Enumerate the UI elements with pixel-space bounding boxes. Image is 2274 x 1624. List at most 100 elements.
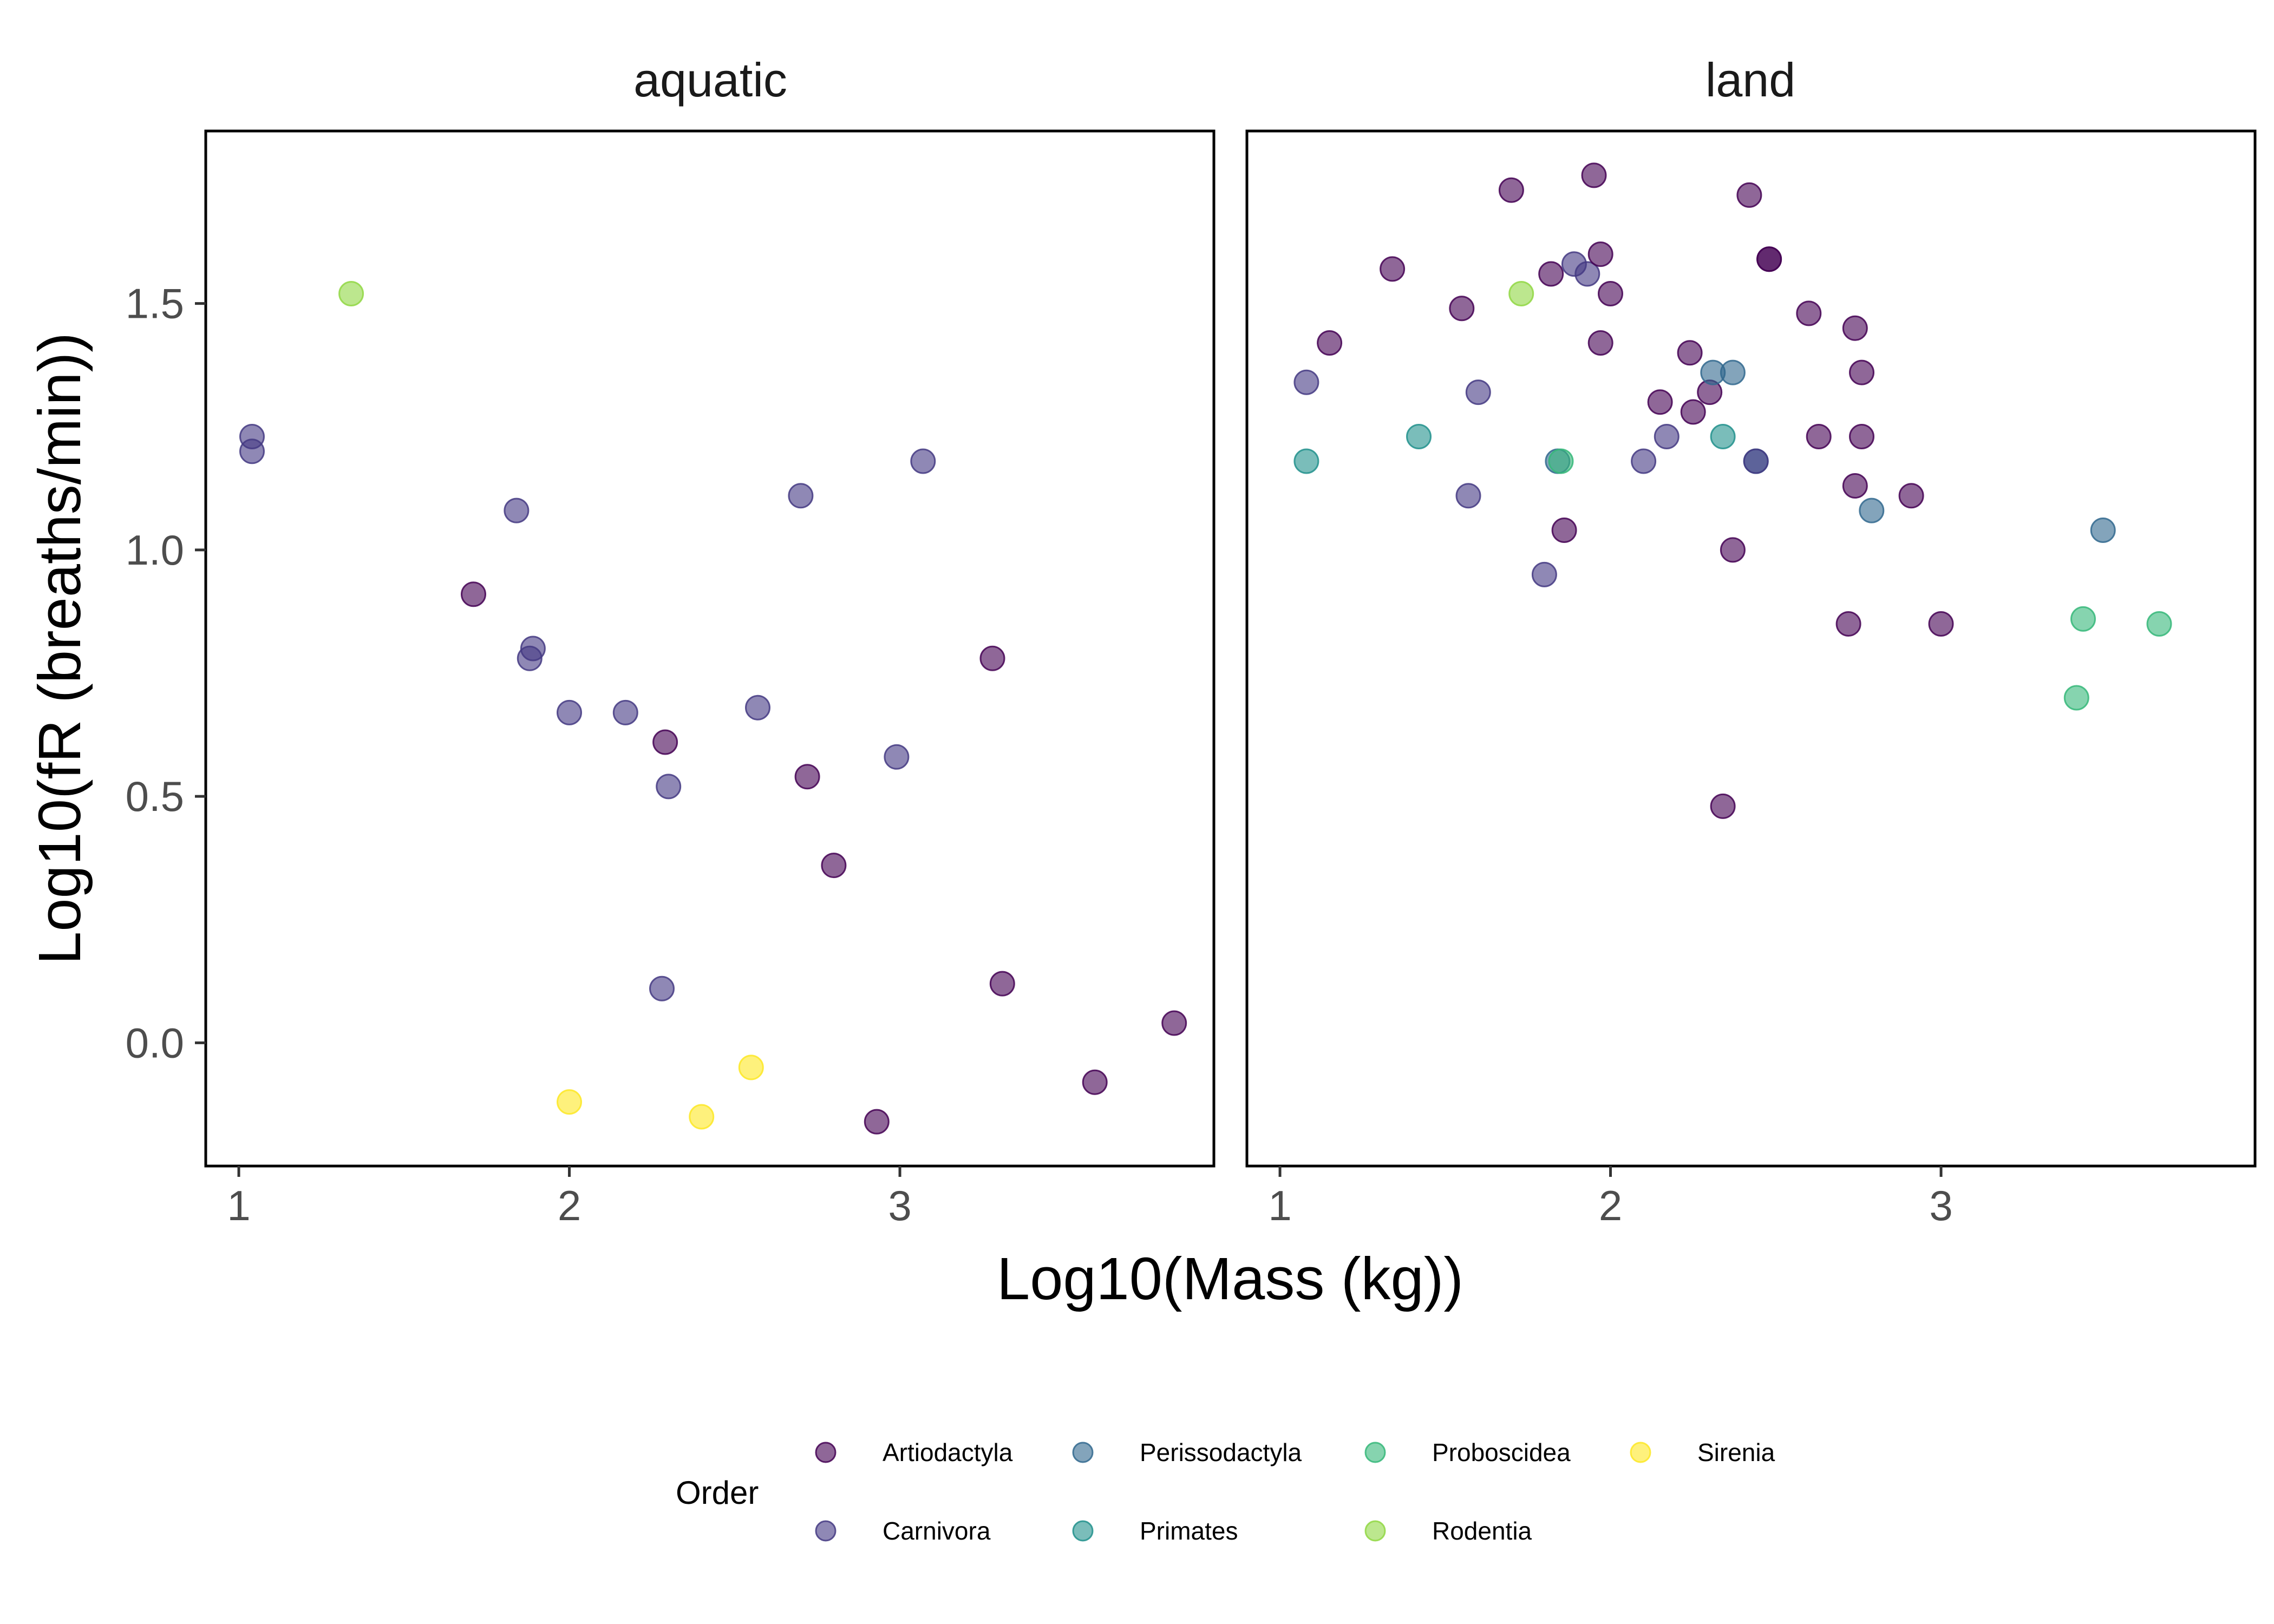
point-land-artiodactyla	[1796, 300, 1822, 326]
point-land-artiodactyla	[1538, 261, 1564, 287]
point-land-primates	[1293, 448, 1319, 474]
point-aquatic-rodentia	[338, 281, 364, 306]
points-land	[1293, 162, 2172, 819]
point-land-artiodactyla	[1598, 281, 1623, 306]
legend-label-primates: Primates	[1140, 1517, 1238, 1545]
panel-frame-aquatic	[204, 129, 1216, 1168]
point-land-artiodactyla	[1842, 473, 1868, 499]
point-land-artiodactyla	[1928, 611, 1954, 637]
legend-label-carnivora: Carnivora	[883, 1517, 991, 1545]
legend-items: Artiodactyla Carnivora Perissodactyla Prima…	[815, 1438, 1775, 1545]
point-land-artiodactyla	[1710, 793, 1736, 819]
point-land-carnivora	[1574, 261, 1600, 287]
point-land-carnivora	[1465, 379, 1491, 405]
point-land-perissodactyla	[2090, 518, 2116, 543]
point-land-artiodactyla	[1498, 177, 1524, 203]
point-aquatic-artiodactyla	[1082, 1069, 1108, 1095]
point-land-artiodactyla	[1587, 241, 1613, 267]
point-aquatic-carnivora	[649, 975, 675, 1001]
point-land-proboscidea	[1548, 448, 1574, 474]
x-axis-title: Log10(Mass (kg))	[997, 1246, 1463, 1312]
x-tick-label: 1	[1268, 1182, 1291, 1229]
point-land-artiodactyla	[1587, 330, 1613, 356]
point-land-artiodactyla	[1647, 389, 1673, 415]
point-aquatic-carnivora	[788, 483, 814, 509]
point-aquatic-artiodactyla	[652, 729, 678, 755]
point-land-perissodactyla	[1859, 497, 1885, 523]
point-land-proboscidea	[2146, 611, 2172, 637]
point-aquatic-carnivora	[656, 774, 682, 800]
legend-label-artiodactyla: Artiodactyla	[883, 1438, 1013, 1466]
point-land-carnivora	[1293, 369, 1319, 395]
point-land-primates	[1710, 424, 1736, 449]
point-aquatic-carnivora	[612, 699, 638, 725]
point-land-artiodactyla	[1849, 359, 1874, 385]
legend-label-sirenia: Sirenia	[1697, 1438, 1775, 1466]
panel-frame-land	[1245, 129, 2257, 1168]
point-land-artiodactyla	[1756, 246, 1782, 272]
panel-land: land 1 2 3	[1245, 53, 2257, 1229]
point-aquatic-carnivora	[884, 744, 910, 770]
point-land-artiodactyla	[1380, 256, 1406, 282]
legend-key-perissodactyla	[1072, 1442, 1094, 1463]
point-land-artiodactyla	[1806, 424, 1832, 449]
point-land-artiodactyla	[1849, 424, 1874, 449]
point-land-carnivora	[1631, 448, 1657, 474]
point-aquatic-artiodactyla	[864, 1109, 890, 1135]
point-land-artiodactyla	[1842, 315, 1868, 341]
point-land-proboscidea	[2070, 606, 2096, 632]
point-land-artiodactyla	[1898, 483, 1924, 509]
point-land-artiodactyla	[1317, 330, 1343, 356]
point-land-artiodactyla	[1736, 182, 1762, 208]
panel-strip-label-land: land	[1706, 53, 1795, 107]
point-land-artiodactyla	[1581, 162, 1607, 188]
point-aquatic-artiodactyla	[794, 764, 820, 790]
point-land-perissodactyla	[1720, 359, 1746, 385]
point-land-artiodactyla	[1449, 296, 1475, 322]
point-aquatic-sirenia	[738, 1055, 764, 1081]
legend-key-sirenia	[1630, 1442, 1651, 1463]
point-land-carnivora	[1654, 424, 1680, 449]
point-land-proboscidea	[2063, 685, 2089, 711]
x-ticks-land: 1 2 3	[1268, 1166, 1953, 1229]
legend-key-proboscidea	[1364, 1442, 1386, 1463]
y-tick-label: 0.0	[126, 1019, 184, 1066]
point-aquatic-artiodactyla	[989, 971, 1015, 997]
y-ticks: 0.0 0.5 1.0 1.5	[126, 280, 206, 1066]
point-land-artiodactyla	[1720, 537, 1746, 563]
legend-key-artiodactyla	[815, 1442, 837, 1463]
x-tick-label: 2	[558, 1182, 581, 1229]
x-tick-label: 1	[227, 1182, 250, 1229]
point-aquatic-sirenia	[689, 1104, 715, 1130]
point-aquatic-carnivora	[910, 448, 936, 474]
x-ticks-aquatic: 1 2 3	[227, 1166, 912, 1229]
legend-label-proboscidea: Proboscidea	[1432, 1438, 1571, 1466]
point-land-carnivora	[1531, 561, 1557, 587]
point-land-carnivora	[1455, 483, 1481, 509]
legend-title: Order	[676, 1475, 759, 1511]
legend-label-perissodactyla: Perissodactyla	[1140, 1438, 1302, 1466]
panel-aquatic: aquatic 1 2 3 0.0 0.5 1.0 1.5	[126, 53, 1216, 1229]
point-aquatic-carnivora	[557, 699, 582, 725]
points-aquatic	[239, 281, 1187, 1135]
point-land-primates	[1406, 424, 1432, 449]
legend-key-carnivora	[815, 1520, 837, 1542]
point-aquatic-artiodactyla	[821, 853, 847, 879]
x-tick-label: 3	[1929, 1182, 1952, 1229]
point-land-artiodactyla	[1680, 399, 1706, 425]
point-aquatic-sirenia	[557, 1089, 582, 1115]
legend-label-rodentia: Rodentia	[1432, 1517, 1532, 1545]
legend: Order Artiodactyla Carnivora Perissodactyl…	[676, 1438, 1775, 1545]
x-tick-label: 3	[888, 1182, 911, 1229]
point-aquatic-carnivora	[239, 438, 265, 464]
point-aquatic-artiodactyla	[979, 645, 1005, 671]
point-aquatic-carnivora	[504, 497, 530, 523]
point-land-artiodactyla	[1835, 611, 1861, 637]
point-land-artiodactyla	[1677, 340, 1703, 366]
x-tick-label: 2	[1599, 1182, 1622, 1229]
y-tick-label: 1.0	[126, 526, 184, 574]
point-aquatic-artiodactyla	[1161, 1010, 1187, 1036]
point-land-carnivora	[1743, 448, 1769, 474]
